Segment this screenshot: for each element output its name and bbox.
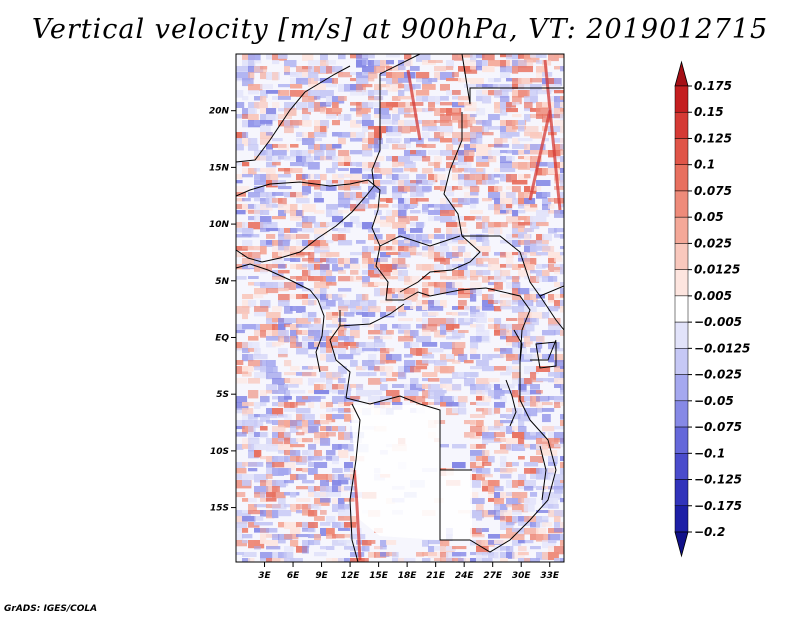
- colorbar-label: −0.1: [694, 446, 725, 460]
- lat-tick-label: EQ: [215, 333, 229, 343]
- lat-tick-label: 5S: [216, 390, 229, 400]
- colorbar-bin: [674, 505, 689, 533]
- colorbar-bin: [674, 321, 689, 349]
- colorbar-label: 0.005: [694, 289, 732, 303]
- colorbar-label: −0.175: [694, 499, 742, 513]
- colorbar-label: 0.0125: [694, 263, 740, 277]
- colorbar-label: 0.175: [694, 79, 732, 93]
- lat-tick-label: 20N: [209, 107, 230, 117]
- colorbar-bin: [674, 243, 689, 270]
- colorbar-bin: [674, 216, 689, 244]
- colorbar-label: 0.125: [694, 131, 732, 145]
- credit-label: GrADS: IGES/COLA: [4, 604, 98, 614]
- lat-tick-label: 15N: [209, 163, 230, 173]
- longitude-axis: 3E 6E 9E 12E 15E 18E 21E 24E 27E 30E 33E: [258, 562, 560, 581]
- colorbar-bin: [674, 190, 689, 218]
- colorbar-bin: [674, 85, 689, 113]
- colorbar-label: 0.15: [694, 105, 724, 119]
- plot-frame: [235, 53, 565, 563]
- lat-tick-label: 15S: [210, 504, 229, 514]
- lon-tick-label: 33E: [540, 571, 560, 581]
- lat-tick-label: 10S: [210, 447, 229, 457]
- lon-tick-label: 18E: [398, 571, 418, 581]
- lat-tick-label: 5N: [215, 277, 229, 287]
- colorbar-bin: [674, 295, 689, 323]
- lon-tick-label: 6E: [287, 571, 300, 581]
- colorbar-bin: [674, 374, 689, 402]
- colorbar-label: −0.005: [694, 315, 742, 329]
- colorbar-label: −0.025: [694, 368, 742, 382]
- colorbar-label: 0.1: [694, 158, 715, 172]
- colorbar-bin: [674, 400, 689, 428]
- lon-tick-label: 30E: [512, 571, 532, 581]
- velocity-field: [236, 54, 564, 562]
- colorbar: 0.175 0.15 0.125 0.1 0.075 0.05 0.025 0.0125 0.0…: [674, 60, 750, 558]
- colorbar-bin: [674, 453, 689, 480]
- colorbar-bin: [674, 348, 689, 375]
- lon-tick-label: 9E: [315, 571, 328, 581]
- map-title: Vertical velocity [m/s] at 900hPa, VT: 2…: [31, 14, 769, 45]
- lon-tick-label: 27E: [483, 571, 503, 581]
- country-borders: [236, 54, 564, 562]
- latitude-axis: 20N 15N 10N 5N EQ 5S 10S 15S: [209, 107, 236, 514]
- colorbar-label: 0.025: [694, 236, 732, 250]
- lat-tick-label: 10N: [209, 220, 230, 230]
- colorbar-label: −0.2: [694, 525, 725, 539]
- colorbar-label: −0.075: [694, 420, 742, 434]
- colorbar-bin: [674, 138, 689, 165]
- colorbar-bin: [674, 479, 689, 507]
- colorbar-bin: [674, 269, 689, 297]
- colorbar-label: −0.05: [694, 394, 734, 408]
- lakes-coastline: [236, 263, 557, 501]
- colorbar-bin: [674, 111, 689, 139]
- colorbar-bin: [674, 164, 689, 192]
- colorbar-label: −0.125: [694, 473, 742, 487]
- lon-tick-label: 15E: [369, 571, 389, 581]
- lon-tick-label: 24E: [455, 571, 475, 581]
- lon-tick-label: 3E: [258, 571, 271, 581]
- colorbar-label: −0.0125: [694, 341, 750, 355]
- colorbar-label: 0.075: [694, 184, 732, 198]
- lon-tick-label: 12E: [341, 571, 361, 581]
- colorbar-bin: [674, 426, 689, 454]
- lon-tick-label: 21E: [426, 571, 446, 581]
- colorbar-label: 0.05: [694, 210, 724, 224]
- colorbar-max-arrow: [674, 60, 689, 87]
- colorbar-min-arrow: [674, 531, 689, 558]
